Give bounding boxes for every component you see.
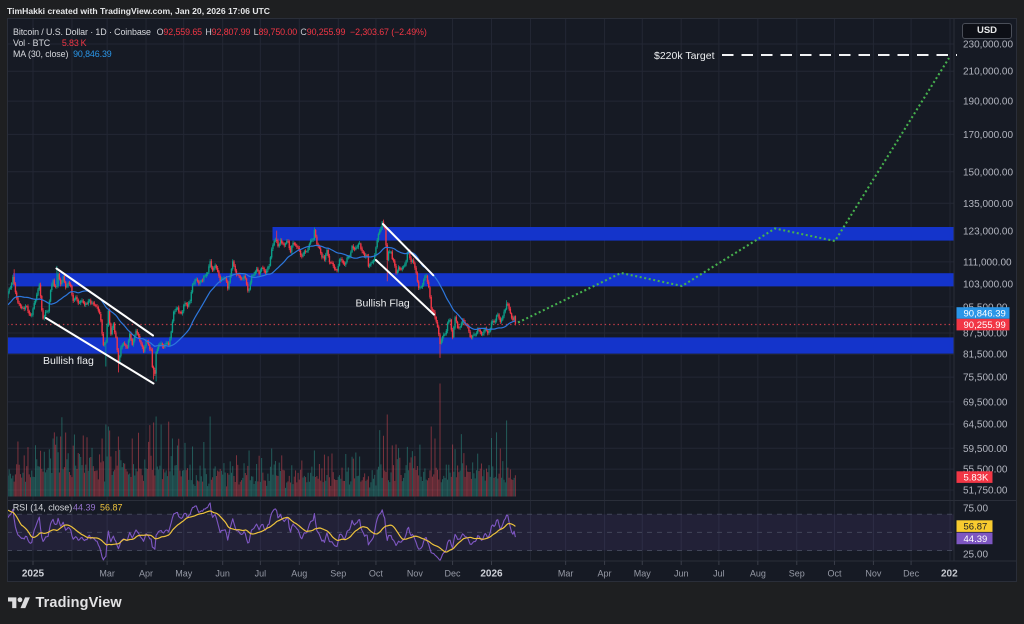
svg-text:55,500.00: 55,500.00 (963, 465, 1008, 476)
svg-text:2026: 2026 (480, 569, 503, 580)
svg-text:90,846.39: 90,846.39 (964, 308, 1006, 319)
svg-text:230,000.00: 230,000.00 (963, 40, 1013, 51)
svg-text:25.00: 25.00 (963, 550, 988, 561)
svg-text:190,000.00: 190,000.00 (963, 97, 1013, 108)
svg-text:75.00: 75.00 (963, 504, 988, 515)
svg-text:Aug: Aug (750, 569, 766, 579)
svg-text:May: May (634, 569, 652, 579)
svg-text:103,000.00: 103,000.00 (963, 280, 1013, 291)
svg-text:2025: 2025 (22, 569, 45, 580)
svg-text:Dec: Dec (903, 569, 920, 579)
svg-text:135,000.00: 135,000.00 (963, 199, 1013, 210)
svg-text:May: May (175, 569, 193, 579)
svg-text:90,255.99: 90,255.99 (964, 320, 1006, 331)
svg-text:Bullish flag: Bullish flag (43, 355, 94, 367)
svg-text:202: 202 (941, 569, 958, 580)
svg-text:5.83K: 5.83K (964, 473, 989, 484)
svg-text:150,000.00: 150,000.00 (963, 167, 1013, 178)
svg-text:Jun: Jun (674, 569, 689, 579)
svg-text:Aug: Aug (291, 569, 307, 579)
svg-text:123,000.00: 123,000.00 (963, 227, 1013, 238)
svg-text:81,500.00: 81,500.00 (963, 350, 1008, 361)
svg-text:Jul: Jul (713, 569, 725, 579)
svg-text:Apr: Apr (598, 569, 612, 579)
svg-text:59,500.00: 59,500.00 (963, 444, 1008, 455)
svg-text:44.39: 44.39 (964, 534, 988, 545)
svg-text:Sep: Sep (330, 569, 346, 579)
svg-text:51,750.00: 51,750.00 (963, 486, 1008, 497)
svg-text:69,500.00: 69,500.00 (963, 397, 1008, 408)
svg-text:Nov: Nov (407, 569, 424, 579)
svg-text:56.87: 56.87 (100, 503, 123, 513)
svg-text:75,500.00: 75,500.00 (963, 373, 1008, 384)
svg-text:Jun: Jun (215, 569, 230, 579)
svg-text:64,500.00: 64,500.00 (963, 420, 1008, 431)
svg-text:44.39: 44.39 (73, 503, 96, 513)
svg-text:Oct: Oct (827, 569, 842, 579)
svg-text:Dec: Dec (445, 569, 462, 579)
svg-text:Oct: Oct (369, 569, 384, 579)
svg-text:$220k Target: $220k Target (654, 50, 715, 62)
svg-text:Nov: Nov (865, 569, 882, 579)
svg-text:210,000.00: 210,000.00 (963, 67, 1013, 78)
svg-text:Sep: Sep (789, 569, 805, 579)
svg-text:Jul: Jul (255, 569, 267, 579)
svg-text:87,500.00: 87,500.00 (963, 328, 1008, 339)
svg-text:170,000.00: 170,000.00 (963, 130, 1013, 141)
svg-text:Apr: Apr (139, 569, 153, 579)
svg-text:Mar: Mar (99, 569, 115, 579)
svg-text:111,000.00: 111,000.00 (963, 257, 1012, 268)
svg-text:Bullish Flag: Bullish Flag (356, 298, 410, 310)
svg-text:Mar: Mar (558, 569, 574, 579)
svg-text:56.87: 56.87 (964, 522, 988, 533)
svg-text:RSI (14, close): RSI (14, close) (13, 503, 73, 513)
